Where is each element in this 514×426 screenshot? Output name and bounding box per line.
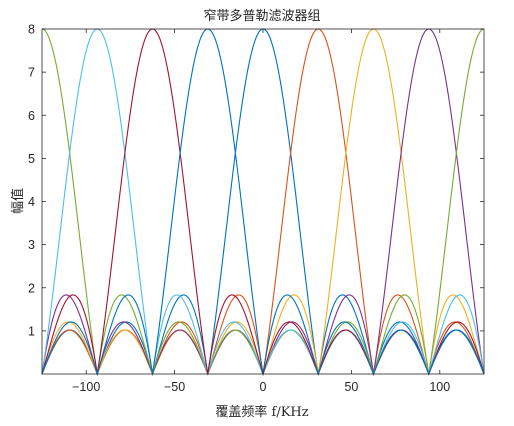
- y-tick-label: 7: [28, 66, 35, 80]
- y-tick-label: 3: [28, 238, 35, 252]
- y-axis-label: 幅值: [10, 188, 26, 214]
- y-tick-label: 8: [28, 23, 35, 37]
- x-axis-label: 覆盖频率 f/KHz: [215, 404, 308, 420]
- y-tick-label: 1: [28, 324, 35, 338]
- x-tick-label: −100: [72, 380, 100, 394]
- y-tick-label: 2: [28, 281, 35, 295]
- y-tick-label: 5: [28, 152, 35, 166]
- ticks-layer: −100 −50 0 50 100 1 2 3 4 5 6 7 8: [28, 23, 484, 394]
- x-tick-label: 0: [260, 380, 267, 394]
- x-tick-label: 100: [429, 380, 450, 394]
- y-tick-label: 6: [28, 109, 35, 123]
- plot-area: −100 −50 0 50 100 1 2 3 4 5 6 7 8: [28, 23, 485, 394]
- x-tick-label: 50: [344, 380, 358, 394]
- chart-title: 窄带多普勒滤波器组: [203, 8, 320, 24]
- x-tick-label: −50: [164, 380, 185, 394]
- y-tick-label: 4: [28, 195, 35, 209]
